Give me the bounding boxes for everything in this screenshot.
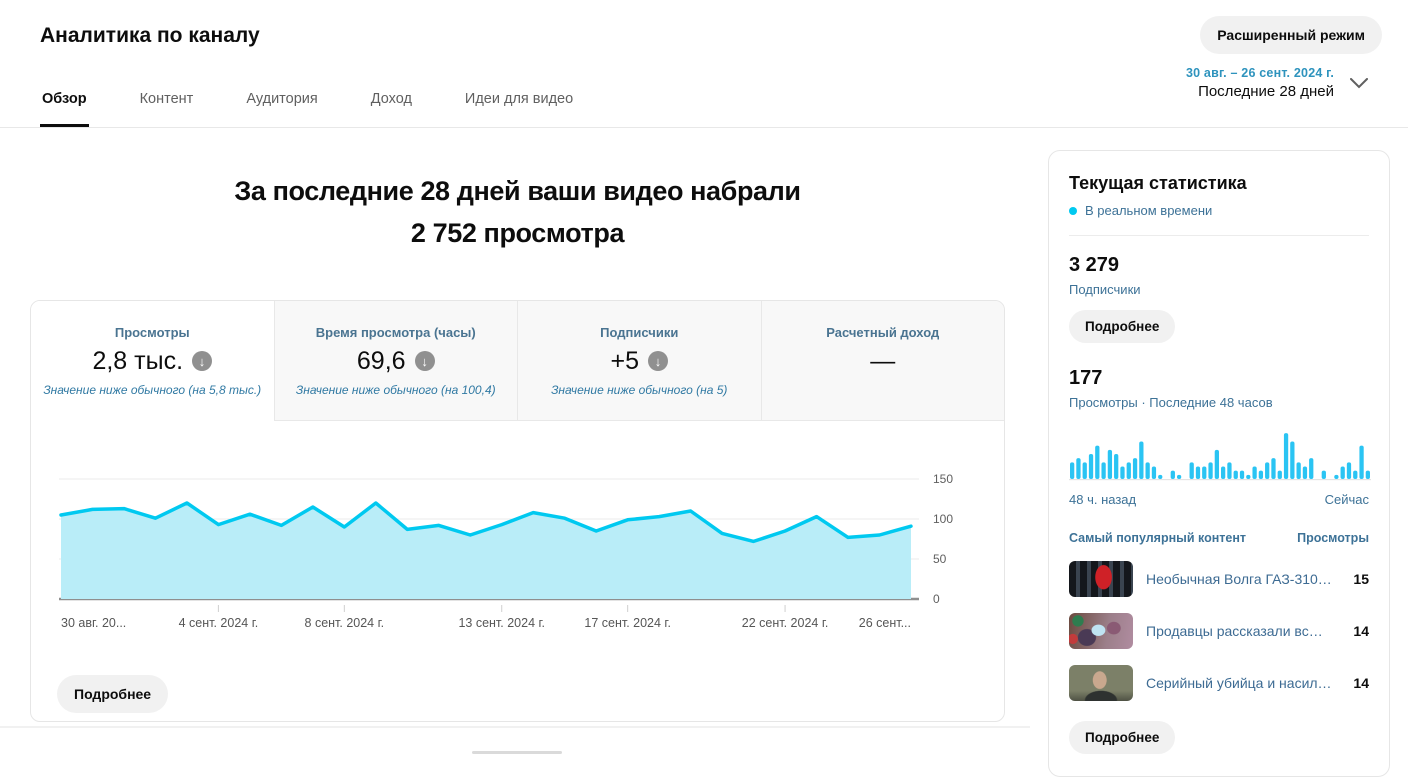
views-area-chart-svg: 0 50 100 150 30 авг. 20... 4 сент. 2024 г. 8 с… (59, 472, 953, 630)
video-thumbnail (1069, 613, 1133, 649)
content-bottom-divider (0, 726, 1030, 728)
metric-value: 69,6 (356, 346, 406, 375)
live-dot-icon (1069, 206, 1077, 215)
top-video-row[interactable]: Необычная Волга ГАЗ-310… 15 (1069, 561, 1369, 597)
metric-value: +5 (610, 346, 639, 375)
tab-revenue[interactable]: Доход (370, 91, 412, 107)
svg-text:0: 0 (933, 592, 940, 606)
realtime-see-more-button[interactable]: Подробнее (1069, 721, 1176, 754)
video-title: Продавцы рассказали вс… (1146, 623, 1323, 639)
metric-tabs: Просмотры 2,8 тыс. ↓ Значение ниже обычн… (31, 301, 1004, 421)
subscribers-count: 3 279 (1069, 254, 1120, 276)
views-48h-bar-chart-svg (1069, 433, 1371, 481)
metric-tab-watch-time[interactable]: Время просмотра (часы) 69,6 ↓ Значение н… (273, 301, 517, 421)
metric-label: Просмотры (114, 324, 190, 340)
divider (1069, 235, 1369, 236)
page-title: Аналитика по каналу (40, 24, 260, 47)
analytics-tabs: Обзор Контент Аудитория Доход Идеи для в… (40, 91, 575, 127)
tab-video-ideas[interactable]: Идеи для видео (464, 91, 574, 107)
svg-text:150: 150 (933, 472, 953, 486)
video-thumbnail (1069, 561, 1133, 597)
video-views: 14 (1353, 623, 1369, 639)
views-48h-label: Просмотры · Последние 48 часов (1069, 395, 1273, 410)
video-views: 14 (1353, 675, 1369, 691)
metric-tab-subscribers[interactable]: Подписчики +5 ↓ Значение ниже обычного (… (517, 301, 761, 421)
views-column-header: Просмотры (1297, 531, 1369, 545)
tab-content[interactable]: Контент (139, 91, 194, 107)
svg-text:17 сент. 2024 г.: 17 сент. 2024 г. (584, 616, 671, 630)
axis-label-now: Сейчас (1324, 492, 1369, 507)
horizontal-scrollbar-thumb[interactable] (472, 751, 562, 754)
top-content-header: Самый популярный контент (1069, 531, 1247, 545)
svg-text:100: 100 (933, 512, 953, 526)
top-video-row[interactable]: Продавцы рассказали вс… 14 (1069, 613, 1369, 649)
metric-value: 2,8 тыс. (92, 346, 184, 375)
summary-headline-line1: За последние 28 дней ваши видео набрали (234, 176, 801, 206)
metric-tab-views[interactable]: Просмотры 2,8 тыс. ↓ Значение ниже обычн… (31, 301, 274, 421)
see-more-button[interactable]: Подробнее (57, 675, 169, 713)
subscribers-label: Подписчики (1069, 282, 1141, 297)
date-range-selector[interactable]: 30 авг. – 26 сент. 2024 г. Последние 28 … (1186, 66, 1368, 100)
metric-anomaly-note: Значение ниже обычного (на 100,4) (295, 382, 496, 397)
metric-anomaly-note: Значение ниже обычного (на 5,8 тыс.) (43, 382, 262, 397)
top-video-row[interactable]: Серийный убийца и насил… 14 (1069, 665, 1369, 701)
summary-headline-line2: 2 752 просмотра (410, 218, 625, 248)
realtime-label: В реальном времени (1085, 203, 1213, 218)
advanced-mode-button[interactable]: Расширенный режим (1200, 16, 1382, 54)
views-48h-count: 177 (1069, 367, 1103, 389)
svg-text:13 сент. 2024 г.: 13 сент. 2024 г. (458, 616, 545, 630)
date-preset-label: Последние 28 дней (1198, 83, 1334, 100)
summary-headline: За последние 28 дней ваши видео набрали … (30, 170, 1005, 254)
metric-label: Время просмотра (часы) (315, 324, 476, 340)
svg-text:26 сент...: 26 сент... (859, 616, 911, 630)
svg-text:50: 50 (933, 552, 947, 566)
views-48h-bar-chart (1069, 423, 1371, 485)
video-views: 15 (1353, 571, 1369, 587)
trend-down-icon: ↓ (414, 351, 435, 371)
tab-overview[interactable]: Обзор (40, 91, 89, 127)
metric-value: — (870, 346, 896, 375)
svg-text:4 сент. 2024 г.: 4 сент. 2024 г. (179, 616, 259, 630)
date-range-label: 30 авг. – 26 сент. 2024 г. (1185, 66, 1334, 80)
video-title: Необычная Волга ГАЗ-310… (1146, 571, 1332, 587)
tab-audience[interactable]: Аудитория (246, 91, 318, 107)
trend-down-icon: ↓ (192, 351, 213, 371)
realtime-stats-card: Текущая статистика В реальном времени 3 … (1048, 150, 1390, 777)
metric-label: Расчетный доход (826, 324, 940, 340)
channel-analytics-card: Просмотры 2,8 тыс. ↓ Значение ниже обычн… (30, 300, 1005, 722)
svg-text:22 сент. 2024 г.: 22 сент. 2024 г. (742, 616, 829, 630)
svg-text:8 сент. 2024 г.: 8 сент. 2024 г. (305, 616, 385, 630)
top-bar: Аналитика по каналу Расширенный режим Об… (0, 0, 1408, 128)
video-thumbnail (1069, 665, 1133, 701)
overview-main-column: За последние 28 дней ваши видео набрали … (30, 128, 1005, 722)
trend-down-icon: ↓ (648, 351, 668, 371)
subscribers-see-more-button[interactable]: Подробнее (1069, 310, 1176, 343)
video-title: Серийный убийца и насил… (1146, 675, 1332, 691)
metric-tab-revenue[interactable]: Расчетный доход — (760, 301, 1004, 421)
metric-anomaly-note: Значение ниже обычного (на 5) (551, 382, 728, 397)
realtime-card-title: Текущая статистика (1069, 173, 1247, 193)
views-area-chart: 0 50 100 150 30 авг. 20... 4 сент. 2024 г. 8 с… (31, 435, 1004, 663)
chevron-down-icon (1350, 77, 1368, 88)
svg-text:30 авг. 20...: 30 авг. 20... (61, 616, 126, 630)
axis-label-48h-ago: 48 ч. назад (1069, 492, 1137, 507)
metric-label: Подписчики (600, 324, 679, 340)
